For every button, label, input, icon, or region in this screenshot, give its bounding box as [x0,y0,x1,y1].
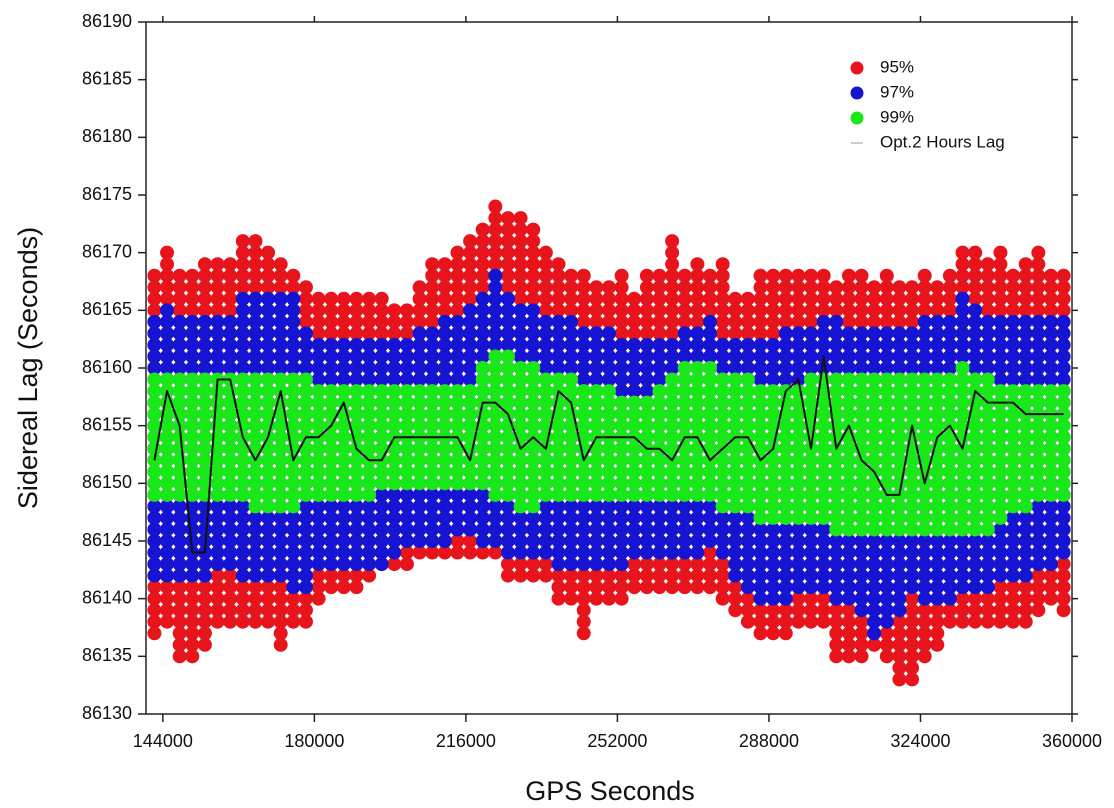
y-tick-label: 86155 [82,414,132,434]
y-tick-label: 86160 [82,357,132,377]
legend-swatch [850,86,864,100]
x-tick-label: 144000 [133,731,193,751]
legend-label: 97% [880,82,914,101]
y-tick-label: 86180 [82,126,132,146]
legend-label: 99% [880,107,914,126]
y-tick-label: 86135 [82,645,132,665]
y-tick-label: 86150 [82,472,132,492]
x-tick-label: 288000 [739,731,799,751]
y-tick-label: 86185 [82,68,132,88]
y-tick-label: 86145 [82,530,132,550]
x-tick-label: 324000 [890,731,950,751]
x-tick-label: 216000 [436,731,496,751]
lag-line [153,355,1064,554]
legend-swatch [850,111,864,125]
y-tick-label: 86130 [82,703,132,723]
y-tick-label: 86140 [82,587,132,607]
legend-label: 95% [880,57,914,76]
legend-swatch [850,61,864,75]
y-tick-label: 86170 [82,241,132,261]
y-tick-label: 86190 [82,11,132,31]
y-axis-label: Sidereal Lag (Seconds) [13,227,43,509]
plot-area [147,199,1071,687]
x-axis-label: GPS Seconds [525,776,695,806]
y-tick-label: 86175 [82,184,132,204]
x-tick-label: 360000 [1042,731,1102,751]
legend-label: Opt.2 Hours Lag [880,132,1005,151]
x-tick-label: 252000 [587,731,647,751]
y-tick-label: 86165 [82,299,132,319]
x-tick-label: 180000 [284,731,344,751]
